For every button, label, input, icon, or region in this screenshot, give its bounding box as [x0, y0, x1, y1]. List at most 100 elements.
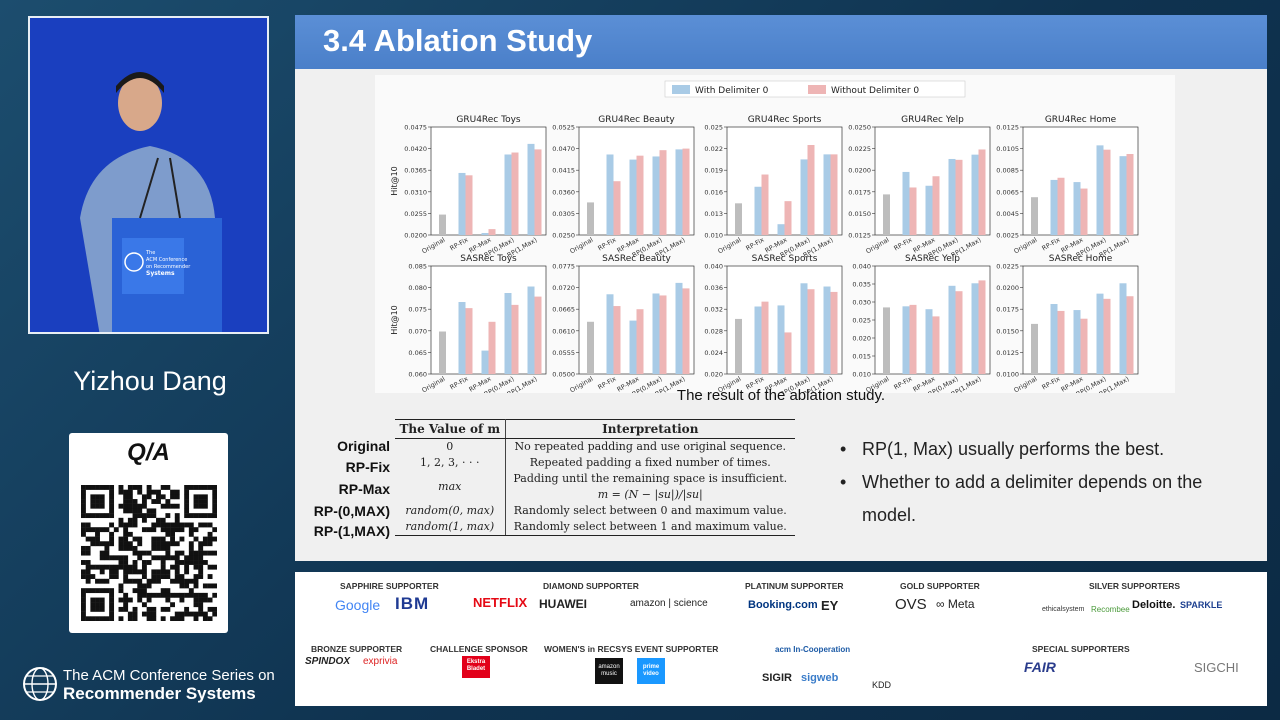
- bar-without-delimiter: [909, 187, 917, 235]
- bar-original: [735, 203, 742, 235]
- table-row: m = (N − |su|)/|su|: [395, 487, 795, 503]
- y-tick-label: 0.0255: [404, 210, 427, 218]
- bar-with-delimiter: [458, 302, 466, 374]
- deloitte-logo: Deloitte.: [1132, 599, 1176, 611]
- silver-title: SILVER SUPPORTERS: [1089, 581, 1180, 591]
- bar-with-delimiter: [652, 293, 660, 374]
- bar-with-delimiter: [777, 224, 785, 235]
- qr-code-icon[interactable]: [81, 485, 217, 621]
- bar-with-delimiter: [629, 320, 637, 374]
- bar-without-delimiter: [1103, 149, 1111, 235]
- y-tick-label: 0.010: [852, 371, 871, 379]
- sapphire-title: SAPPHIRE SUPPORTER: [340, 581, 439, 591]
- y-tick-label: 0.025: [704, 124, 723, 132]
- y-tick-label: 0.010: [704, 232, 723, 240]
- bar-original: [1031, 197, 1038, 235]
- challenge-title: CHALLENGE SPONSOR: [430, 644, 528, 654]
- bullet-item: Whether to add a delimiter depends on th…: [840, 466, 1240, 532]
- y-tick-label: 0.085: [408, 263, 427, 271]
- table-cell-interp: Repeated padding a fixed number of times…: [529, 456, 771, 469]
- y-tick-label: 0.015: [852, 353, 871, 361]
- bar-without-delimiter: [534, 296, 542, 374]
- y-tick-label: 0.0200: [848, 167, 871, 175]
- y-tick-label: 0.065: [408, 349, 427, 357]
- bar-with-delimiter: [1073, 310, 1081, 374]
- bar-with-delimiter: [948, 158, 956, 235]
- x-tick-label: RP-Fix: [893, 236, 914, 253]
- y-tick-label: 0.0555: [552, 349, 575, 357]
- legend-swatch-with: [672, 85, 690, 94]
- panel-title: SASRec Beauty: [602, 254, 671, 264]
- y-tick-label: 0.0775: [552, 263, 575, 271]
- y-tick-label: 0.0305: [552, 210, 575, 218]
- speaker-video: The ACM Conference on Recommender System…: [28, 16, 269, 334]
- bar-without-delimiter: [636, 309, 644, 374]
- table-row: 0 No repeated padding and use original s…: [395, 438, 795, 455]
- legend-label-with: With Delimiter 0: [695, 86, 769, 96]
- bar-without-delimiter: [1103, 298, 1111, 374]
- bar-with-delimiter: [1073, 182, 1081, 235]
- bar-with-delimiter: [504, 154, 512, 235]
- row-label-rp-0-max: RP-(0,MAX): [313, 503, 390, 519]
- bullet-list: RP(1, Max) usually performs the best. Wh…: [840, 433, 1240, 532]
- special-title: SPECIAL SUPPORTERS: [1032, 644, 1130, 654]
- row-label-original: Original: [337, 438, 390, 454]
- sigweb-logo: sigweb: [801, 672, 839, 684]
- panel-frame: [430, 126, 547, 236]
- bar-without-delimiter: [511, 304, 519, 374]
- table-cell-interp: Randomly select between 0 and maximum va…: [513, 504, 787, 517]
- spindox-logo: SPINDOX: [305, 656, 351, 667]
- qa-card: Q/A: [69, 433, 228, 633]
- y-tick-label: 0.0610: [552, 327, 575, 335]
- y-tick-label: 0.0150: [996, 327, 1019, 335]
- bar-without-delimiter: [761, 301, 769, 374]
- bar-without-delimiter: [955, 159, 963, 235]
- y-tick-label: 0.0225: [848, 145, 871, 153]
- bar-with-delimiter: [481, 233, 489, 235]
- y-tick-label: 0.016: [704, 188, 723, 196]
- bar-without-delimiter: [784, 201, 792, 235]
- booking-logo: Booking.com: [748, 599, 818, 611]
- bar-with-delimiter: [675, 282, 683, 374]
- womens-title: WOMEN'S in RECSYS EVENT SUPPORTER: [544, 644, 719, 654]
- bar-without-delimiter: [978, 149, 986, 235]
- ablation-table: The Value of m Interpretation 0 No repea…: [395, 419, 795, 536]
- bar-without-delimiter: [807, 145, 815, 235]
- bar-with-delimiter: [823, 286, 831, 374]
- bar-without-delimiter: [465, 175, 473, 235]
- bar-with-delimiter: [504, 293, 512, 374]
- bar-original: [587, 321, 594, 374]
- bar-without-delimiter: [1080, 318, 1088, 374]
- y-tick-label: 0.032: [704, 306, 723, 314]
- bar-with-delimiter: [777, 305, 785, 374]
- bar-with-delimiter: [481, 350, 489, 374]
- y-tick-label: 0.0175: [848, 188, 871, 196]
- exprivia-logo: exprivia: [363, 656, 398, 667]
- y-tick-label: 0.0175: [996, 306, 1019, 314]
- y-tick-label: 0.0125: [848, 232, 871, 240]
- panel-title: SASRec Sports: [752, 254, 818, 264]
- y-tick-label: 0.040: [852, 263, 871, 271]
- panel-title: SASRec Yelp: [905, 254, 960, 264]
- ey-logo: EY: [821, 598, 839, 613]
- gold-title: GOLD SUPPORTER: [900, 581, 980, 591]
- y-axis-label: Hit@10: [390, 166, 399, 196]
- bar-with-delimiter: [1096, 145, 1104, 235]
- bar-original: [1031, 323, 1038, 374]
- y-tick-label: 0.0360: [552, 188, 575, 196]
- y-tick-label: 0.0125: [996, 124, 1019, 132]
- legend-swatch-without: [808, 85, 826, 94]
- bar-without-delimiter: [488, 321, 496, 374]
- meta-logo: ∞ Meta: [936, 597, 975, 611]
- bar-with-delimiter: [902, 171, 910, 235]
- y-tick-label: 0.013: [704, 210, 723, 218]
- bar-with-delimiter: [800, 159, 808, 235]
- table-row: max Padding until the remaining space is…: [395, 471, 795, 503]
- ibm-logo: IBM: [395, 594, 430, 613]
- bar-without-delimiter: [1057, 310, 1065, 374]
- bar-original: [883, 307, 890, 374]
- bar-without-delimiter: [1126, 296, 1134, 374]
- table-cell-interp-formula: m = (N − |su|)/|su|: [597, 488, 703, 501]
- bar-without-delimiter: [682, 288, 690, 374]
- bar-without-delimiter: [1057, 177, 1065, 235]
